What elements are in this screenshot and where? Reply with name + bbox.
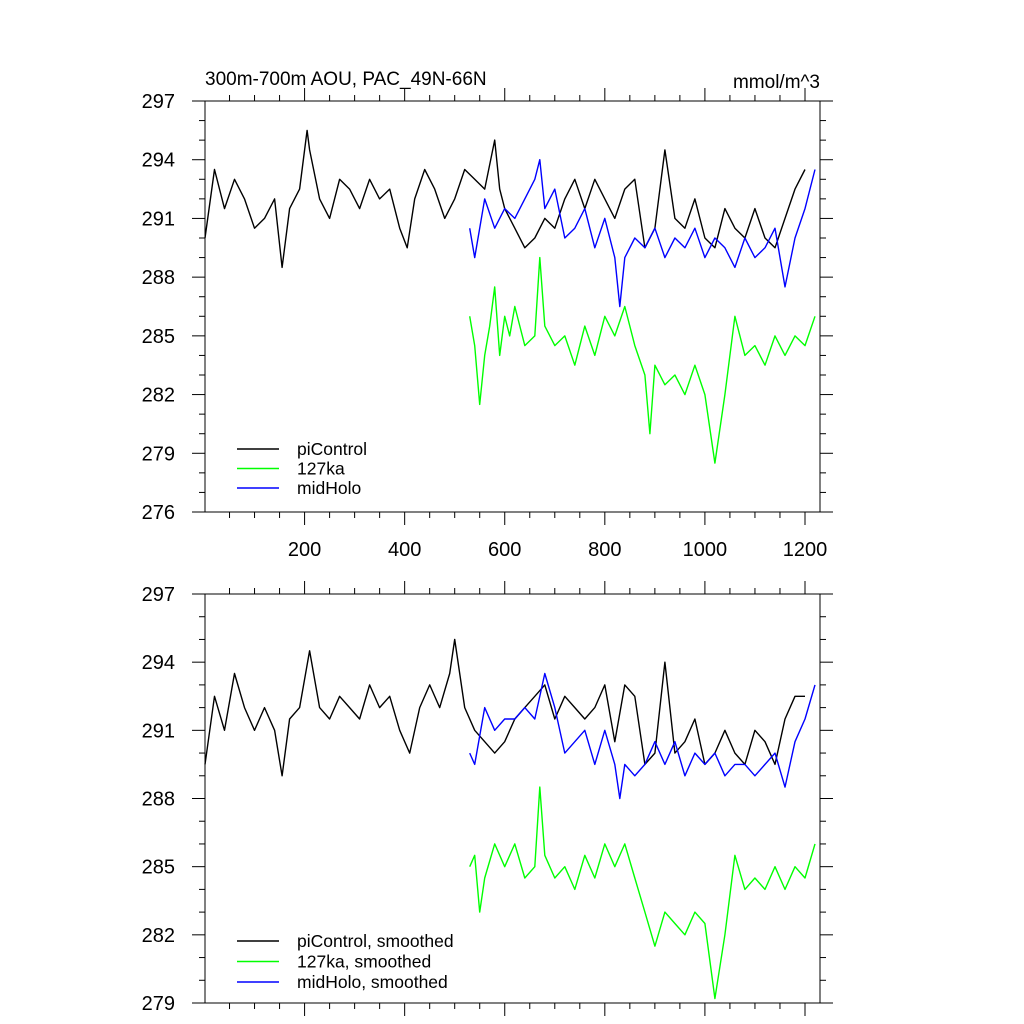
- y-tick-label: 285: [142, 326, 175, 348]
- series-line-2: [469, 786, 816, 1000]
- legend-label: 127ka: [297, 459, 345, 479]
- chart-title: 300m-700m AOU, PAC_49N-66N: [205, 69, 487, 90]
- y-tick-label: 294: [142, 150, 175, 172]
- legend-label: 127ka, smoothed: [297, 952, 431, 972]
- bottom-panel: 279 282 285 288 291 294 297 piControl, smoothed…: [142, 581, 833, 1016]
- legend-label: midHolo, smoothed: [297, 972, 448, 992]
- y-tick-label: 279: [142, 993, 175, 1015]
- x-tick-label: 1000: [683, 539, 728, 561]
- y-tick-label: 297: [142, 91, 175, 113]
- plot-frame: [204, 100, 821, 513]
- y-tick-label: 297: [142, 584, 175, 606]
- series-line-1: [204, 129, 806, 269]
- y-tick-label: 294: [142, 652, 175, 674]
- top-panel: 276 279 282 285 288 291 294 297 200 400 600 800 1000…: [142, 69, 833, 561]
- series-line-2: [469, 256, 816, 464]
- y-tick-label: 276: [142, 502, 175, 524]
- legend-label: piControl: [297, 439, 367, 459]
- y-tick-label: 291: [142, 208, 175, 230]
- series-line-3: [469, 159, 816, 308]
- series-line-3: [469, 672, 816, 800]
- y-tick-label: 285: [142, 857, 175, 879]
- legend-label: midHolo: [297, 478, 361, 498]
- y-tick-label: 288: [142, 267, 175, 289]
- x-tick-label: 800: [588, 539, 621, 561]
- x-tick-label: 200: [288, 539, 321, 561]
- y-tick-label: 282: [142, 925, 175, 947]
- units-label: mmol/m^3: [733, 72, 820, 93]
- y-tick-label: 288: [142, 789, 175, 811]
- y-tick-label: 279: [142, 443, 175, 465]
- x-tick-label: 400: [388, 539, 421, 561]
- legend-label: piControl, smoothed: [297, 931, 454, 951]
- x-tick-label: 1200: [783, 539, 828, 561]
- y-tick-label: 291: [142, 720, 175, 742]
- series-line-1: [204, 638, 805, 777]
- y-tick-label: 282: [142, 385, 175, 407]
- x-tick-label: 600: [488, 539, 521, 561]
